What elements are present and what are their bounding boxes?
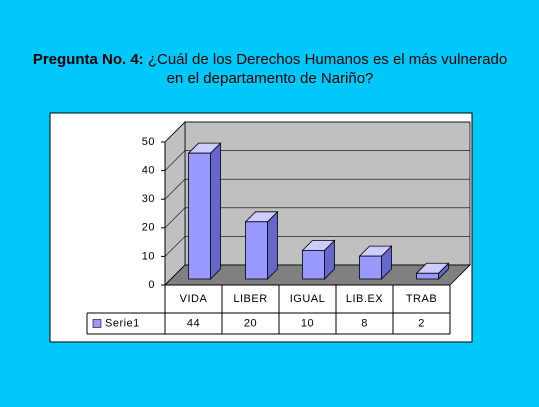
table-value: 44 xyxy=(187,317,200,329)
y-tick-label: 40 xyxy=(142,165,155,177)
bar xyxy=(244,210,279,280)
table-value: 20 xyxy=(244,317,257,329)
grid-line xyxy=(164,236,470,257)
bar xyxy=(301,239,336,280)
chart-title-block: Pregunta No. 4: ¿Cuál de los Derechos Hu… xyxy=(30,50,510,88)
grid-line xyxy=(164,121,470,143)
side-wall xyxy=(164,121,186,286)
bar xyxy=(187,142,222,280)
x-tick-label: TRAB xyxy=(406,293,437,305)
bar-front xyxy=(416,272,439,280)
bar-front xyxy=(188,152,211,280)
grid-line xyxy=(164,178,470,200)
bar-front xyxy=(245,221,268,280)
title-prefix: Pregunta No. 4: xyxy=(32,51,144,68)
y-tick-label: 50 xyxy=(142,136,155,148)
legend-key xyxy=(92,319,102,328)
y-tick-label: 30 xyxy=(142,193,155,205)
x-tick-label: LIB.EX xyxy=(346,293,383,305)
table-value: 8 xyxy=(361,317,368,329)
bar-front xyxy=(302,249,325,280)
table-value: 10 xyxy=(301,317,314,329)
y-tick-label: 20 xyxy=(142,222,155,234)
x-tick-label: LIBER xyxy=(233,293,267,305)
bar xyxy=(358,245,393,280)
x-tick-label: VIDA xyxy=(180,293,208,305)
y-tick-label: 0 xyxy=(148,279,155,291)
grid-line xyxy=(164,207,470,229)
grid-line xyxy=(164,150,470,171)
table-value: 2 xyxy=(418,317,425,329)
bar-side xyxy=(267,210,278,280)
legend-label: Serie1 xyxy=(105,317,140,329)
x-tick-label: IGUAL xyxy=(290,293,326,305)
chart-title: ¿Cuál de los Derechos Humanos es el más … xyxy=(147,51,508,87)
bar xyxy=(415,262,450,280)
bar-side xyxy=(210,142,221,280)
bar-front xyxy=(359,255,382,280)
y-tick-label: 10 xyxy=(142,250,155,262)
